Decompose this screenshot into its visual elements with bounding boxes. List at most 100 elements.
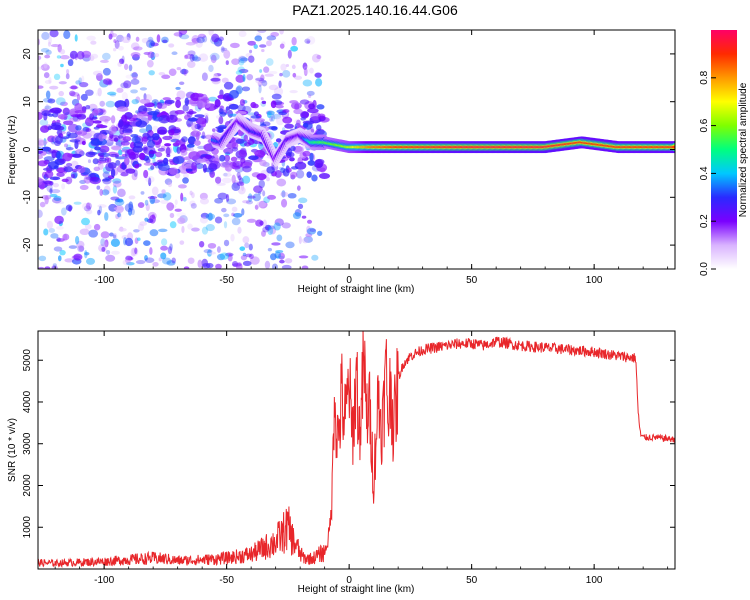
spectrogram-noise-blob <box>50 233 59 239</box>
spectrogram-noise-blob <box>161 238 168 246</box>
spectrogram-signal-blob <box>214 98 221 108</box>
spectrogram-signal-blob <box>38 150 44 154</box>
spectrogram-noise-blob <box>156 34 161 43</box>
spectrogram-signal-blob <box>69 139 81 143</box>
spectrogram-noise-blob <box>231 217 241 226</box>
spectrogram-noise-blob <box>292 72 297 78</box>
spectrogram-noise-blob <box>281 222 291 229</box>
snr-y-tick-label: 1000 <box>22 516 33 539</box>
spectrogram-noise-blob <box>171 51 178 56</box>
spectrogram-signal-blob <box>314 159 324 169</box>
spectrogram-signal-blob <box>55 135 63 145</box>
spectrogram-noise-blob <box>64 143 69 148</box>
spectrogram-noise-blob <box>56 55 62 59</box>
spectrogram-noise-blob <box>76 93 81 101</box>
spectrogram-noise-blob <box>244 242 250 249</box>
spectrogram-signal-blob <box>157 126 168 135</box>
spectrogram-noise-blob <box>46 220 54 229</box>
spectrogram-noise-blob <box>182 104 189 112</box>
spectrogram-noise-blob <box>178 32 183 38</box>
spectrogram-noise-blob <box>212 128 216 132</box>
spectrogram-noise-blob <box>171 257 176 264</box>
spectrogram-signal-blob <box>116 106 129 112</box>
spectrogram-noise-blob <box>291 64 296 70</box>
spectrogram-signal-blob <box>275 104 284 109</box>
spectrogram-signal-blob <box>99 115 112 122</box>
spectrogram-noise-blob <box>117 61 122 67</box>
spectrogram-noise-blob <box>237 226 242 234</box>
spectrogram-noise-blob <box>38 255 47 262</box>
spectrogram-noise-blob <box>225 60 229 65</box>
spectrogram-signal-blob <box>108 126 117 135</box>
spectrogram-signal-blob <box>282 168 290 177</box>
spectrogram-noise-blob <box>201 226 209 235</box>
spectrogram-signal-blob <box>123 157 130 166</box>
snr-y-ticks: 1000 2000 3000 4000 5000 <box>22 349 675 539</box>
spectrogram-noise-blob <box>266 40 272 47</box>
spectrogram-noise-blob <box>166 260 176 266</box>
spectrogram-noise-blob <box>223 213 230 218</box>
spectrogram-noise-blob <box>149 229 159 237</box>
spectrogram-signal-blob <box>56 172 65 178</box>
spectrogram-signal-blob <box>186 143 195 148</box>
spectrogram-noise-blob <box>85 202 92 210</box>
spectrogram-noise-blob <box>258 79 267 83</box>
spectrogram-noise-blob <box>179 34 190 40</box>
spectrogram-noise-blob <box>112 185 118 194</box>
spectrogram-signal-blob <box>315 124 322 131</box>
spectrogram-signal-blob <box>146 140 156 148</box>
spectrogram-noise-blob <box>131 98 139 105</box>
spectrogram-signal-blob <box>107 162 117 169</box>
spectrogram-signal-blob <box>57 113 68 120</box>
spectrogram-noise-blob <box>241 86 251 92</box>
spectrogram-noise-blob <box>98 244 106 252</box>
spectrogram-noise-blob <box>86 209 93 215</box>
spectrogram-noise-blob <box>168 68 177 77</box>
spectrogram-signal-blob <box>232 160 243 168</box>
spectrogram-noise-blob <box>210 77 221 82</box>
spectrogram-noise-blob <box>258 200 268 209</box>
spectrogram-noise-blob <box>81 217 90 226</box>
spectrogram-noise-blob <box>183 266 190 269</box>
spectrogram-noise-blob <box>67 59 74 67</box>
spectrogram-noise-blob <box>291 36 297 46</box>
snr-x-ticks: -100 -50 0 50 100 <box>54 331 669 586</box>
spectrogram-noise-blob <box>99 188 104 196</box>
spectrogram-signal-blob <box>191 122 197 131</box>
spectrogram-noise-blob <box>87 159 92 164</box>
spectrogram-noise-blob <box>253 185 263 193</box>
spectrogram-noise-blob <box>85 257 96 265</box>
spectrogram-y-label: Frequency (Hz) <box>7 116 18 185</box>
spectrogram-noise-blob <box>302 66 310 75</box>
spectrogram-noise-blob <box>143 240 151 247</box>
spectrogram-noise-blob <box>126 262 135 266</box>
spectrogram-noise-blob <box>238 56 248 64</box>
spectrogram-signal-blob <box>59 158 66 164</box>
spectrogram-signal-blob <box>55 150 61 159</box>
spectrogram-noise-blob <box>267 194 277 200</box>
spectrogram-noise-blob <box>191 56 202 62</box>
spectrogram-signal-blob <box>38 140 48 146</box>
spectrogram-noise-blob <box>147 36 154 43</box>
spectrogram-noise-blob <box>110 30 114 33</box>
spectrogram-signal-blob <box>38 154 44 160</box>
spectrogram-noise-blob <box>242 175 251 184</box>
spectrogram-noise-blob <box>261 48 265 53</box>
spectrogram-noise-blob <box>44 54 51 59</box>
spectrogram-signal-blob <box>48 108 55 113</box>
spectrogram-signal-blob <box>309 152 314 161</box>
spectrogram-noise-blob <box>38 66 44 70</box>
spectrogram-noise-blob <box>267 226 274 236</box>
spectrogram-y-ticks: -20 -10 0 10 20 <box>22 48 675 252</box>
spectrogram-noise-blob <box>117 46 124 51</box>
spectrogram-noise-blob <box>187 50 196 56</box>
spectrogram-signal-blob <box>122 124 133 133</box>
spectrogram-signal-blob <box>77 165 86 174</box>
spectrogram-noise-blob <box>41 194 52 200</box>
spectrogram-noise-blob <box>235 74 245 83</box>
spectrogram-noise-blob <box>190 202 197 209</box>
spectrogram-signal-blob <box>158 163 170 172</box>
spectrogram-noise-blob <box>44 105 52 110</box>
spectrogram-noise-blob <box>161 74 171 79</box>
spectrogram-noise-blob <box>70 173 76 179</box>
